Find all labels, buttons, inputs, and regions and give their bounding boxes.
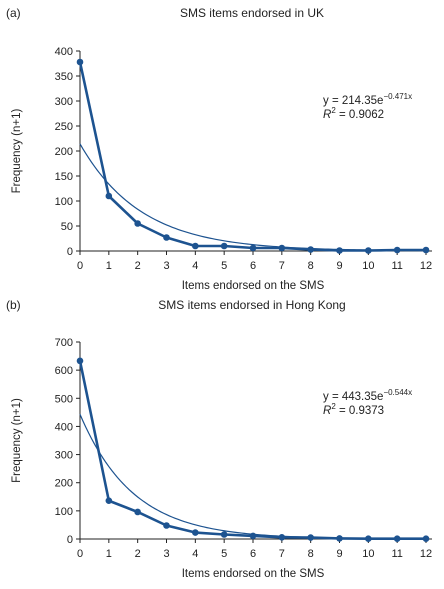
chart-panel-b: (b) SMS items endorsed in Hong Kong 0 100… [0, 292, 444, 589]
data-point [220, 531, 228, 538]
x-tick-label: 7 [279, 260, 285, 272]
data-point [76, 58, 84, 66]
equation-base: y = 443.35e [323, 391, 383, 403]
x-tick-label: 5 [221, 260, 227, 272]
fit-equation: y = 214.35e−0.471x [323, 92, 412, 107]
data-point [192, 242, 199, 250]
data-point [105, 497, 113, 505]
fit-curve [79, 413, 427, 540]
fit-r-squared: R2 = 0.9373 [323, 402, 384, 417]
x-tick-label: 8 [308, 548, 314, 560]
x-tick-label: 1 [106, 260, 112, 272]
data-point [105, 192, 113, 200]
data-point [134, 220, 141, 227]
y-tick-label: 400 [55, 46, 73, 58]
data-point [163, 522, 170, 529]
y-axis-title: Frequency (n+1) [11, 398, 23, 483]
chart-panel-a: (a) SMS items endorsed in UK 0 50 100 150 20… [0, 0, 444, 292]
y-axis-title: Frequency (n+1) [11, 108, 23, 193]
data-point [249, 244, 257, 252]
chart-title: SMS items endorsed in Hong Kong [158, 298, 346, 312]
r-squared-exponent: 2 [331, 402, 336, 411]
y-tick-label: 150 [55, 171, 73, 183]
x-axis-title: Items endorsed on the SMS [182, 280, 325, 292]
data-point [163, 234, 170, 241]
chart-title: SMS items endorsed in UK [179, 6, 325, 20]
y-tick-label: 0 [67, 246, 73, 258]
x-tick-label: 0 [77, 548, 83, 560]
data-point [336, 247, 343, 254]
data-point [393, 246, 401, 254]
x-tick-label: 0 [77, 260, 83, 272]
r-squared-value: = 0.9373 [336, 405, 384, 417]
y-tick-label: 700 [55, 337, 73, 349]
data-point [220, 242, 228, 250]
data-point [422, 246, 430, 254]
observed-line [78, 61, 426, 252]
r-squared-symbol: R [323, 405, 331, 417]
x-tick-label: 6 [250, 548, 256, 560]
equation-exponent: −0.471x [383, 92, 412, 101]
x-tick-label: 6 [250, 260, 256, 272]
data-point [192, 529, 199, 536]
y-tick-label: 300 [55, 450, 73, 462]
x-tick-label: 12 [420, 548, 432, 560]
data-point [365, 247, 372, 254]
y-tick-label: 200 [55, 146, 73, 158]
x-tick-label: 12 [420, 260, 432, 272]
r-squared-exponent: 2 [331, 106, 336, 115]
data-point [76, 357, 84, 365]
equation-exponent: −0.544x [383, 388, 412, 397]
x-tick-label: 7 [279, 548, 285, 560]
x-tick-label: 4 [192, 260, 198, 272]
fit-curve [79, 143, 427, 252]
data-point [278, 244, 286, 252]
fit-r-squared: R2 = 0.9062 [323, 106, 384, 121]
x-axis-title: Items endorsed on the SMS [182, 568, 325, 580]
y-tick-label: 300 [55, 96, 73, 108]
x-tick-label: 10 [362, 548, 374, 560]
x-tick-label: 8 [308, 260, 314, 272]
x-tick-label: 2 [135, 260, 141, 272]
y-tick-label: 350 [55, 71, 73, 83]
data-point [278, 534, 286, 541]
data-point [307, 534, 314, 541]
y-tick-label: 400 [55, 421, 73, 433]
x-tick-label: 9 [336, 260, 342, 272]
r-squared-symbol: R [323, 109, 331, 121]
y-tick-label: 600 [55, 365, 73, 377]
y-tick-label: 200 [55, 478, 73, 490]
data-point [422, 535, 430, 543]
x-tick-label: 9 [336, 548, 342, 560]
y-tick-label: 0 [67, 534, 73, 546]
y-tick-label: 250 [55, 121, 73, 133]
data-point [307, 246, 314, 253]
data-point [393, 535, 401, 543]
x-tick-label: 11 [391, 260, 402, 272]
x-tick-label: 5 [221, 548, 227, 560]
x-tick-label: 1 [106, 548, 112, 560]
fit-equation: y = 443.35e−0.544x [323, 388, 412, 403]
x-tick-label: 3 [163, 548, 169, 560]
r-squared-value: = 0.9062 [336, 109, 384, 121]
data-point [249, 532, 257, 540]
y-tick-label: 100 [55, 196, 73, 208]
panel-label: (a) [6, 6, 21, 20]
x-tick-label: 3 [163, 260, 169, 272]
y-tick-label: 50 [61, 221, 73, 233]
data-point [336, 535, 343, 542]
x-tick-label: 10 [362, 260, 374, 272]
observed-line [78, 360, 426, 541]
y-tick-label: 100 [55, 506, 73, 518]
x-tick-label: 2 [135, 548, 141, 560]
equation-base: y = 214.35e [323, 95, 383, 107]
x-tick-label: 4 [192, 548, 198, 560]
x-tick-label: 11 [391, 548, 402, 560]
y-tick-label: 500 [55, 393, 73, 405]
panel-label: (b) [6, 298, 21, 312]
data-point [134, 508, 141, 516]
data-point [365, 535, 372, 543]
